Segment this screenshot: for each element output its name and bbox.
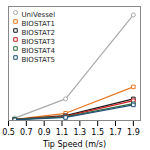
svg-text:1.5: 1.5 [91,128,104,137]
svg-text:0.7: 0.7 [20,128,33,137]
svg-text:BIOSTAT1: BIOSTAT1 [22,20,56,28]
svg-text:1.9: 1.9 [127,128,140,137]
svg-text:1.1: 1.1 [56,128,69,137]
svg-text:Tip Speed (m/s): Tip Speed (m/s) [42,140,106,149]
svg-text:BIOSTAT4: BIOSTAT4 [22,47,56,55]
svg-text:0.5: 0.5 [2,128,15,137]
svg-text:UniVessel: UniVessel [22,11,56,19]
svg-text:BIOSTAT2: BIOSTAT2 [22,29,56,37]
svg-text:1.7: 1.7 [109,128,122,137]
svg-text:1.3: 1.3 [73,128,86,137]
svg-text:0.9: 0.9 [38,128,51,137]
svg-text:BIOSTAT5: BIOSTAT5 [22,56,56,64]
svg-text:BIOSTAT3: BIOSTAT3 [22,38,56,46]
